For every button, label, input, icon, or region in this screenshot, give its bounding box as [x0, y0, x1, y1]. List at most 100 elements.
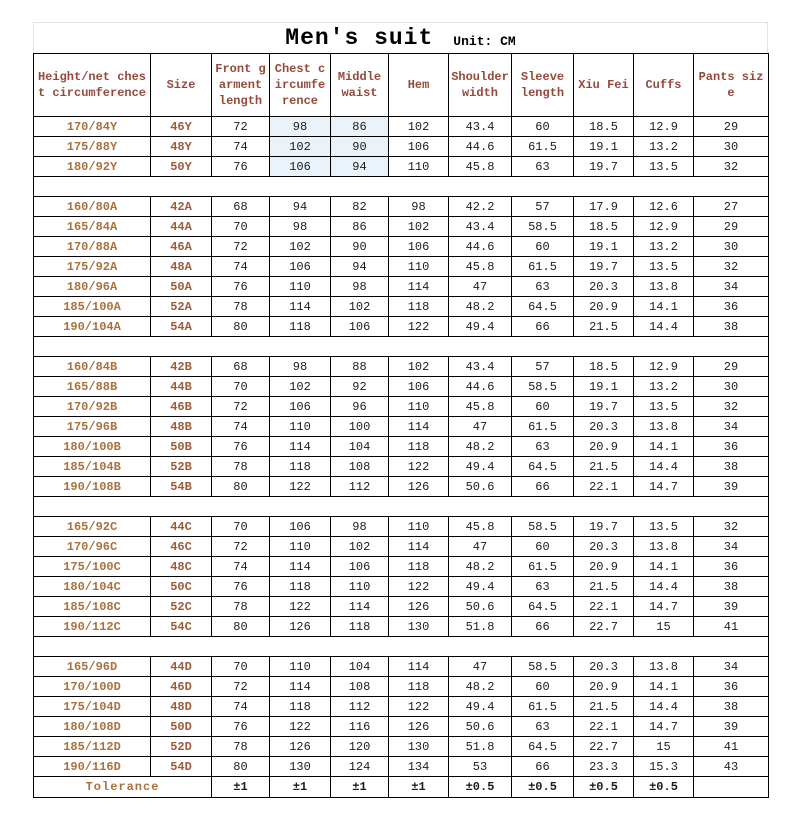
size-cell: 46A — [150, 236, 212, 257]
value-cell: 122 — [388, 316, 449, 337]
header-cell-5: Hem — [388, 53, 449, 117]
value-cell: 130 — [269, 756, 331, 777]
value-cell: 20.3 — [573, 656, 634, 677]
tolerance-cell: ±0.5 — [448, 776, 512, 798]
spec-cell: 170/96C — [33, 536, 151, 557]
value-cell: 118 — [388, 556, 449, 577]
value-cell: 100 — [330, 416, 389, 437]
value-cell: 20.9 — [573, 676, 634, 697]
value-cell: 22.7 — [573, 616, 634, 637]
spec-cell: 180/108D — [33, 716, 151, 737]
value-cell: 13.2 — [633, 136, 694, 157]
value-cell: 72 — [211, 536, 270, 557]
table-row: 180/108D 50D 76 122 116 126 50.6 63 22.1 14.7 39 — [33, 716, 769, 737]
table-row: 165/96D 44D 70 110 104 114 47 58.5 20.3 13.8 34 — [33, 656, 769, 677]
value-cell: 104 — [330, 656, 389, 677]
value-cell: 41 — [693, 736, 769, 757]
value-cell: 124 — [330, 756, 389, 777]
value-cell: 43.4 — [448, 356, 512, 377]
spec-cell: 185/104B — [33, 456, 151, 477]
value-cell: 58.5 — [511, 516, 574, 537]
value-cell: 61.5 — [511, 416, 574, 437]
value-cell: 98 — [330, 276, 389, 297]
value-cell: 15.3 — [633, 756, 694, 777]
size-cell: 52C — [150, 596, 212, 617]
value-cell: 38 — [693, 696, 769, 717]
value-cell: 49.4 — [448, 316, 512, 337]
value-cell: 92 — [330, 376, 389, 397]
table-row: 190/108B 54B 80 122 112 126 50.6 66 22.1 14.7 39 — [33, 476, 769, 497]
size-cell: 42B — [150, 356, 212, 377]
value-cell: 20.3 — [573, 536, 634, 557]
value-cell: 74 — [211, 696, 270, 717]
spec-cell: 165/84A — [33, 216, 151, 237]
value-cell: 13.5 — [633, 156, 694, 177]
value-cell: 110 — [388, 256, 449, 277]
value-cell: 60 — [511, 536, 574, 557]
value-cell: 106 — [388, 376, 449, 397]
size-cell: 54D — [150, 756, 212, 777]
value-cell: 21.5 — [573, 316, 634, 337]
value-cell: 14.4 — [633, 696, 694, 717]
value-cell: 20.9 — [573, 296, 634, 317]
spec-cell: 165/88B — [33, 376, 151, 397]
value-cell: 19.7 — [573, 256, 634, 277]
spacer-cell — [33, 336, 769, 357]
value-cell: 76 — [211, 276, 270, 297]
value-cell: 48.2 — [448, 436, 512, 457]
table-row: 190/116D 54D 80 130 124 134 53 66 23.3 15.3 43 — [33, 756, 769, 777]
value-cell: 20.9 — [573, 436, 634, 457]
table-row: 175/96B 48B 74 110 100 114 47 61.5 20.3 13.8 34 — [33, 416, 769, 437]
value-cell: 64.5 — [511, 736, 574, 757]
value-cell: 45.8 — [448, 516, 512, 537]
value-cell: 14.4 — [633, 576, 694, 597]
value-cell: 86 — [330, 216, 389, 237]
value-cell: 58.5 — [511, 376, 574, 397]
value-cell: 98 — [330, 516, 389, 537]
value-cell: 116 — [330, 716, 389, 737]
value-cell: 74 — [211, 136, 270, 157]
value-cell: 110 — [269, 536, 331, 557]
value-cell: 66 — [511, 616, 574, 637]
header-row: Height/net chest circumference Size Front … — [33, 53, 769, 117]
size-chart-sheet: Men's suit Unit: CM Height/net chest cir… — [33, 22, 769, 798]
value-cell: 19.1 — [573, 236, 634, 257]
table-row: 160/80A 42A 68 94 82 98 42.2 57 17.9 12.6 27 — [33, 196, 769, 217]
value-cell: 22.1 — [573, 716, 634, 737]
value-cell: 13.8 — [633, 416, 694, 437]
value-cell: 49.4 — [448, 456, 512, 477]
value-cell: 12.6 — [633, 196, 694, 217]
table-row: 180/104C 50C 76 118 110 122 49.4 63 21.5 14.4 38 — [33, 576, 769, 597]
value-cell: 118 — [388, 296, 449, 317]
value-cell: 110 — [330, 576, 389, 597]
value-cell: 114 — [388, 536, 449, 557]
spec-cell: 190/104A — [33, 316, 151, 337]
value-cell: 110 — [388, 516, 449, 537]
value-cell: 44.6 — [448, 376, 512, 397]
size-cell: 46C — [150, 536, 212, 557]
value-cell: 50.6 — [448, 596, 512, 617]
spec-cell: 180/92Y — [33, 156, 151, 177]
value-cell: 30 — [693, 136, 769, 157]
table-row: 180/100B 50B 76 114 104 118 48.2 63 20.9 14.1 36 — [33, 436, 769, 457]
value-cell: 63 — [511, 716, 574, 737]
value-cell: 36 — [693, 556, 769, 577]
size-cell: 54C — [150, 616, 212, 637]
value-cell: 42.2 — [448, 196, 512, 217]
value-cell: 126 — [388, 596, 449, 617]
value-cell: 32 — [693, 156, 769, 177]
value-cell: 122 — [269, 476, 331, 497]
tolerance-cell: ±1 — [211, 776, 270, 798]
size-cell: 50A — [150, 276, 212, 297]
table-row: 185/112D 52D 78 126 120 130 51.8 64.5 22.7 15 41 — [33, 736, 769, 757]
value-cell: 63 — [511, 576, 574, 597]
value-cell: 39 — [693, 476, 769, 497]
value-cell: 102 — [269, 236, 331, 257]
value-cell: 114 — [388, 416, 449, 437]
value-cell: 38 — [693, 316, 769, 337]
size-cell: 52B — [150, 456, 212, 477]
size-chart-table: Height/net chest circumference Size Front … — [33, 53, 769, 798]
value-cell: 72 — [211, 676, 270, 697]
value-cell: 98 — [269, 116, 331, 137]
header-cell-8: Xiu Fei — [573, 53, 634, 117]
